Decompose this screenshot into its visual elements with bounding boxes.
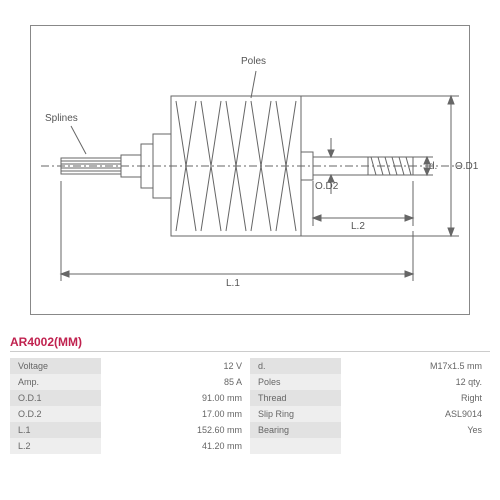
spec-area: AR4002(MM) Voltage12 Vd.M17x1.5 mmAmp.85… (10, 335, 490, 454)
part-number: AR4002(MM) (10, 335, 490, 352)
label-od1: O.D1 (455, 161, 478, 172)
spec-value: 41.20 mm (101, 438, 250, 454)
spec-label: Slip Ring (250, 406, 341, 422)
spec-row: Voltage12 Vd.M17x1.5 mm (10, 358, 490, 374)
label-poles: Poles (241, 56, 266, 67)
spec-row: Amp.85 APoles12 qty. (10, 374, 490, 390)
label-splines: Splines (45, 113, 78, 124)
spec-value: 152.60 mm (101, 422, 250, 438)
spec-value: 12 qty. (341, 374, 490, 390)
spec-label: Thread (250, 390, 341, 406)
spec-value: 12 V (101, 358, 250, 374)
label-d: d. (429, 161, 437, 172)
rotor-svg (31, 26, 471, 316)
spec-row: L.241.20 mm (10, 438, 490, 454)
spec-table: Voltage12 Vd.M17x1.5 mmAmp.85 APoles12 q… (10, 358, 490, 454)
spec-value: 85 A (101, 374, 250, 390)
label-od2: O.D2 (315, 181, 338, 192)
spec-value: 17.00 mm (101, 406, 250, 422)
spec-value: 91.00 mm (101, 390, 250, 406)
spec-value (341, 438, 490, 454)
spec-label: Bearing (250, 422, 341, 438)
label-l2: L.2 (351, 221, 365, 232)
spec-label (250, 438, 341, 454)
spec-label: Voltage (10, 358, 101, 374)
spec-label: O.D.2 (10, 406, 101, 422)
spec-value: ASL9014 (341, 406, 490, 422)
spec-row: O.D.191.00 mmThreadRight (10, 390, 490, 406)
spec-label: d. (250, 358, 341, 374)
spec-row: O.D.217.00 mmSlip RingASL9014 (10, 406, 490, 422)
spec-label: Poles (250, 374, 341, 390)
spec-label: Amp. (10, 374, 101, 390)
spec-label: O.D.1 (10, 390, 101, 406)
spec-value: M17x1.5 mm (341, 358, 490, 374)
spec-label: L.1 (10, 422, 101, 438)
spec-label: L.2 (10, 438, 101, 454)
spec-row: L.1152.60 mmBearingYes (10, 422, 490, 438)
label-l1: L.1 (226, 278, 240, 289)
spec-value: Yes (341, 422, 490, 438)
technical-drawing: Splines Poles O.D1 d. O.D2 L.2 L.1 (30, 25, 470, 315)
spec-value: Right (341, 390, 490, 406)
